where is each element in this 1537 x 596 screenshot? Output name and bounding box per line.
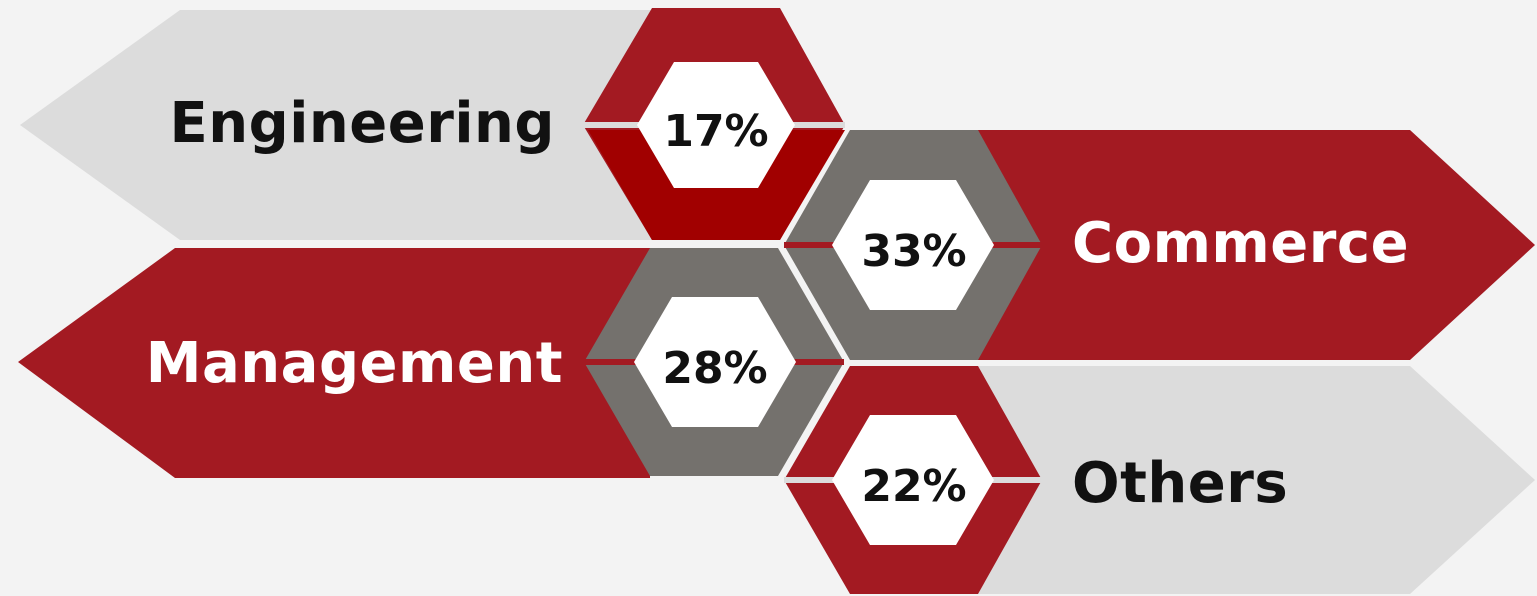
- percent-management: 28%: [662, 343, 767, 394]
- hexagon-commerce: [784, 130, 1042, 360]
- percent-engineering: 17%: [663, 106, 768, 157]
- hexagon-management: [584, 248, 844, 476]
- percent-commerce: 33%: [861, 226, 966, 277]
- hexagon-others: [784, 366, 1042, 594]
- hexagon-inner: [832, 415, 994, 545]
- hexagon-engineering: [583, 8, 845, 240]
- label-management: Management: [146, 331, 563, 396]
- hexagon-inner: [637, 62, 795, 188]
- arrow-engineering: [20, 10, 760, 240]
- arrow-commerce: [850, 130, 1535, 360]
- percent-others: 22%: [861, 461, 966, 512]
- label-others: Others: [1072, 451, 1288, 516]
- hexagon-inner: [832, 180, 994, 310]
- label-engineering: Engineering: [170, 91, 556, 156]
- hexagon-inner: [634, 297, 796, 427]
- arrow-management: [18, 248, 650, 478]
- label-commerce: Commerce: [1072, 211, 1409, 276]
- arrow-others: [850, 366, 1535, 594]
